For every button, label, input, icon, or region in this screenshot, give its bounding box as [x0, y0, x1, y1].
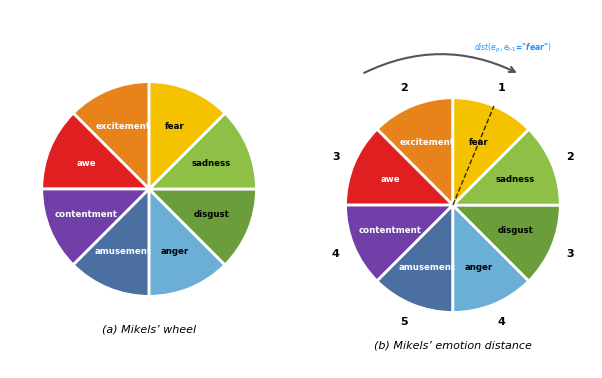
Text: 1: 1 [497, 83, 505, 93]
Wedge shape [42, 113, 149, 189]
Text: 5: 5 [400, 317, 408, 327]
Text: contentment: contentment [359, 226, 422, 235]
Text: disgust: disgust [194, 211, 229, 219]
Text: fear: fear [469, 138, 489, 147]
Text: sadness: sadness [496, 175, 535, 184]
Text: anger: anger [465, 263, 493, 272]
Text: 3: 3 [332, 152, 340, 162]
Text: (a) Mikels’ wheel: (a) Mikels’ wheel [102, 324, 196, 334]
Text: amusement: amusement [399, 263, 456, 272]
Text: awe: awe [77, 159, 96, 167]
Wedge shape [73, 82, 149, 189]
Wedge shape [346, 205, 453, 281]
Text: excitement: excitement [400, 138, 455, 147]
Text: 3: 3 [566, 249, 574, 259]
Wedge shape [377, 205, 453, 313]
Text: 4: 4 [497, 317, 505, 327]
Text: sadness: sadness [192, 159, 231, 167]
Wedge shape [149, 113, 256, 189]
Text: disgust: disgust [497, 226, 533, 235]
Text: 2: 2 [566, 152, 574, 162]
Wedge shape [42, 189, 149, 265]
Text: 2: 2 [400, 83, 408, 93]
Text: contentment: contentment [55, 211, 118, 219]
Text: awe: awe [380, 175, 400, 184]
Wedge shape [453, 98, 529, 205]
Wedge shape [453, 129, 560, 205]
Text: amusement: amusement [95, 247, 152, 256]
Wedge shape [377, 98, 453, 205]
Text: excitement: excitement [96, 122, 150, 131]
Wedge shape [149, 189, 225, 296]
Wedge shape [453, 205, 529, 313]
Text: anger: anger [161, 247, 189, 256]
Wedge shape [149, 82, 225, 189]
Text: 4: 4 [332, 249, 340, 259]
Wedge shape [453, 205, 560, 281]
Wedge shape [149, 189, 256, 265]
Text: (b) Mikels’ emotion distance: (b) Mikels’ emotion distance [374, 340, 532, 350]
Text: $\mathit{dist}(e_p, e_{t\text{-}1}$="fear"$)$: $\mathit{dist}(e_p, e_{t\text{-}1}$="fea… [474, 42, 551, 55]
Wedge shape [73, 189, 149, 296]
Text: fear: fear [165, 122, 185, 131]
Wedge shape [346, 129, 453, 205]
